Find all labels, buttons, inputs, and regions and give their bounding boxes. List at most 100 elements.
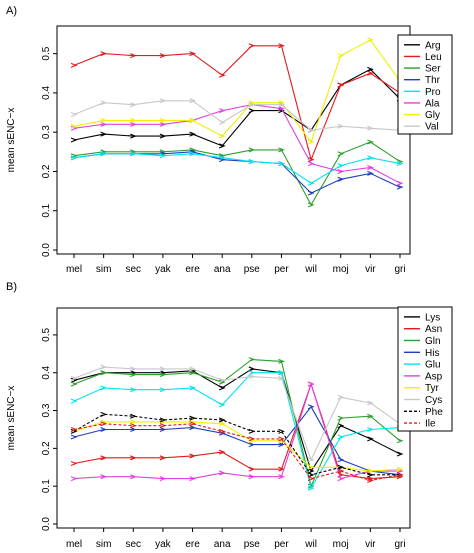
legend-label: Phe [425, 407, 443, 418]
data-point [100, 151, 108, 157]
data-point [396, 184, 404, 190]
data-point [248, 466, 256, 472]
data-point [70, 428, 78, 434]
series-line [73, 68, 401, 147]
data-point [189, 421, 197, 427]
series-line [73, 141, 401, 206]
data-point [248, 474, 256, 480]
data-point [396, 466, 404, 472]
data-point [100, 131, 108, 137]
data-point [337, 163, 345, 169]
data-point [130, 419, 137, 425]
data-point [159, 419, 167, 425]
data-point [307, 485, 315, 491]
y-tick-label: 0.1 [41, 479, 52, 493]
data-point [248, 356, 256, 363]
data-point [70, 123, 78, 129]
x-tick-label: ana [214, 539, 231, 550]
data-point [189, 147, 197, 153]
data-point [100, 455, 108, 461]
data-point [218, 143, 226, 149]
data-point [218, 119, 226, 125]
data-point [130, 372, 137, 378]
data-point [130, 413, 137, 419]
data-point [218, 157, 226, 163]
legend-label: Arg [425, 40, 441, 51]
series-line [73, 104, 401, 184]
data-point [307, 127, 315, 133]
data-point [130, 366, 137, 372]
data-point [159, 366, 167, 372]
data-point [337, 176, 345, 182]
data-point [189, 453, 197, 459]
series-glu [70, 370, 404, 491]
data-point [218, 385, 226, 391]
data-point [337, 53, 345, 59]
series-thr [70, 149, 404, 196]
series-line [73, 45, 401, 162]
x-tick-label: sim [96, 264, 112, 275]
data-point [159, 426, 167, 432]
data-point [307, 202, 315, 208]
series-phe [70, 411, 404, 478]
data-point [100, 121, 108, 127]
data-point [70, 434, 78, 440]
data-point [189, 366, 197, 372]
data-point [278, 100, 285, 106]
series-line [73, 382, 400, 480]
data-point [218, 470, 226, 476]
legend-label: Ser [425, 64, 441, 75]
x-tick-label: vir [365, 539, 376, 550]
legend-label: Val [425, 122, 439, 133]
legend-label: Asn [425, 324, 442, 335]
data-point [218, 377, 226, 383]
legend-label: Cys [425, 395, 442, 406]
data-point [159, 417, 167, 423]
series-gln [70, 356, 404, 489]
data-point [100, 370, 108, 376]
data-point [248, 436, 256, 442]
legend-label: His [425, 348, 439, 359]
y-tick-label: 0.4 [41, 365, 52, 379]
data-point [248, 370, 256, 376]
x-tick-label: pse [244, 539, 261, 550]
x-tick-label: per [274, 264, 289, 275]
series-line [73, 366, 401, 462]
data-point [159, 149, 167, 155]
x-tick-label: moj [333, 264, 349, 275]
y-tick-label: 0.2 [41, 441, 52, 455]
data-point [307, 139, 315, 145]
series-line [73, 368, 401, 473]
data-point [70, 377, 78, 383]
data-point [70, 62, 78, 68]
data-point [218, 430, 226, 436]
data-point [367, 477, 374, 484]
series-lys [70, 366, 404, 474]
data-point [130, 121, 137, 127]
series-line [73, 413, 400, 476]
data-point [337, 457, 345, 463]
data-point [248, 147, 256, 153]
data-point [130, 117, 137, 123]
y-axis-title: mean sENC−x [6, 386, 17, 451]
data-point [248, 100, 256, 106]
data-point [278, 428, 285, 434]
data-point [159, 53, 167, 59]
data-point [307, 404, 315, 410]
data-point [189, 149, 197, 155]
plot-frame [56, 307, 411, 529]
data-point [337, 82, 345, 88]
x-tick-label: mel [66, 539, 82, 550]
data-point [189, 425, 197, 431]
data-point [337, 151, 345, 157]
data-point [159, 117, 167, 123]
data-point [307, 468, 315, 474]
data-point [159, 476, 167, 482]
data-point [337, 476, 345, 482]
data-point [396, 161, 404, 167]
data-point [130, 151, 137, 157]
data-point [278, 370, 285, 376]
data-point [367, 155, 374, 161]
